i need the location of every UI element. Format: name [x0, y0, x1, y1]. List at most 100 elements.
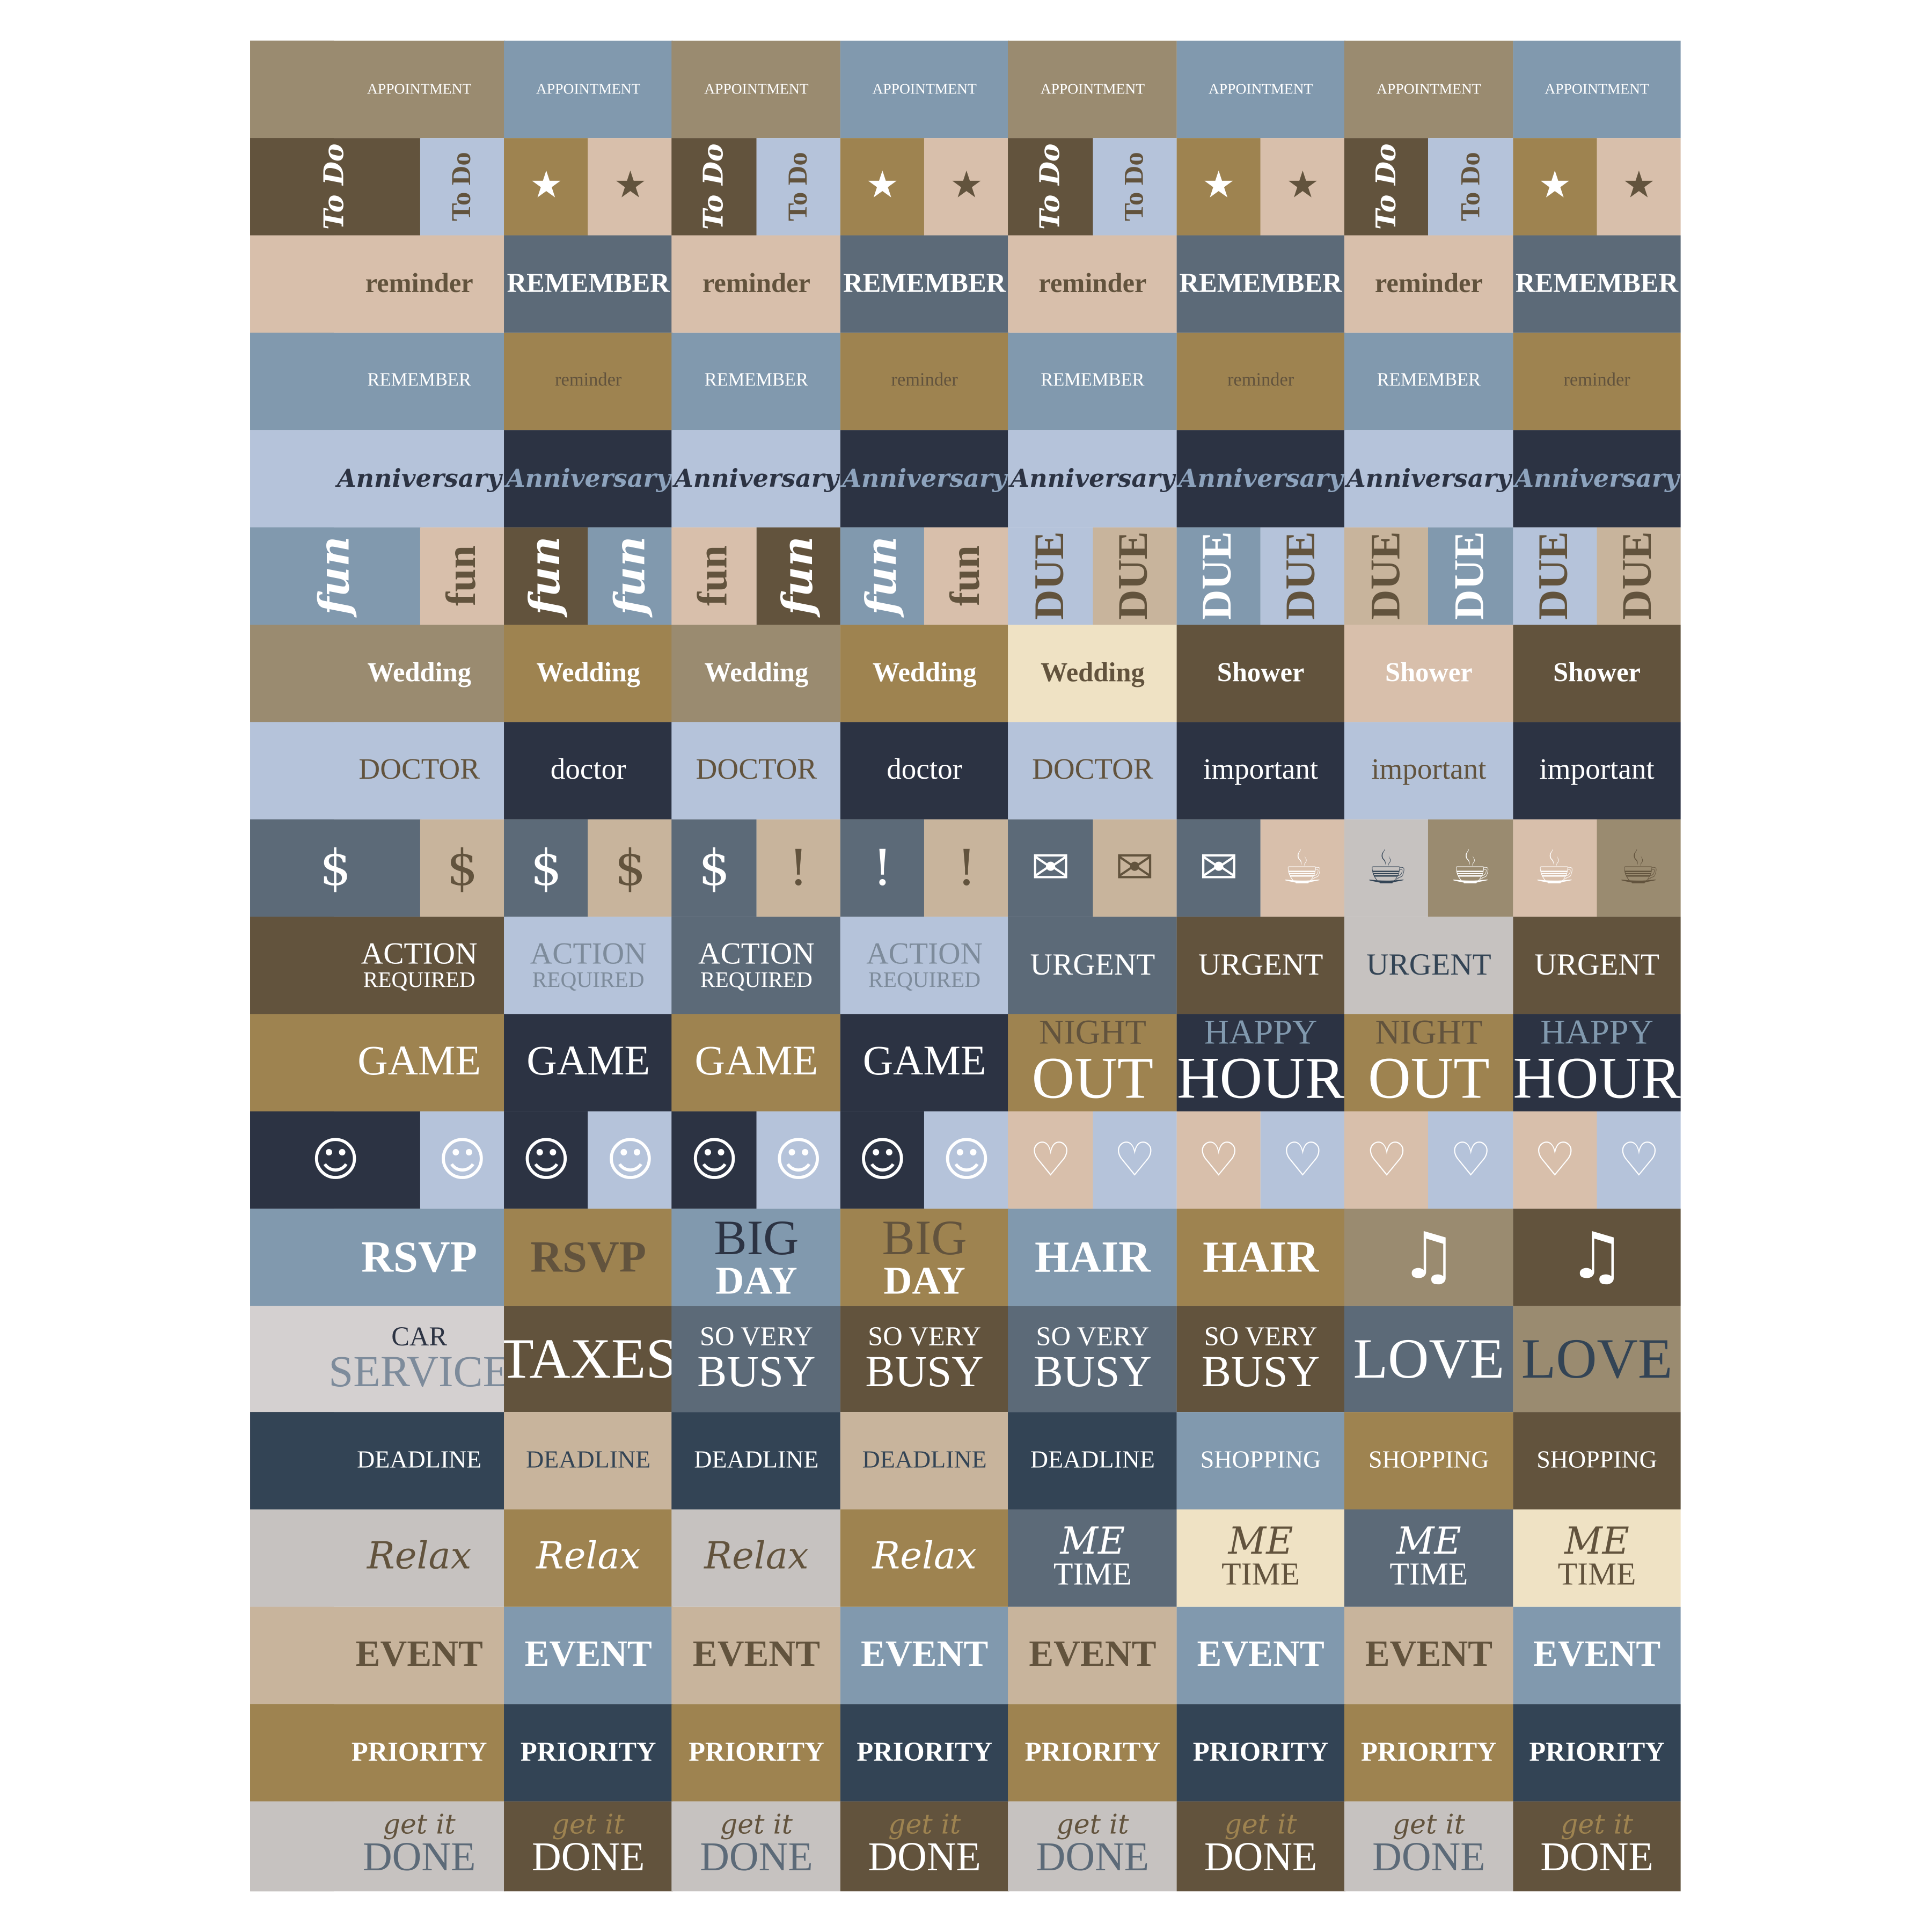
- sticker[interactable]: RSVP: [250, 1209, 505, 1306]
- sticker[interactable]: ♡: [1428, 1111, 1513, 1209]
- sticker[interactable]: Wedding: [1008, 625, 1177, 722]
- sticker[interactable]: EVENT: [1512, 1606, 1681, 1704]
- sticker[interactable]: To Do: [1344, 138, 1429, 236]
- sticker[interactable]: DOCTOR: [672, 722, 841, 819]
- sticker[interactable]: To Do: [756, 138, 841, 236]
- sticker[interactable]: EVENT: [250, 1606, 505, 1704]
- sticker[interactable]: ♫: [1344, 1209, 1513, 1306]
- sticker[interactable]: EVENT: [504, 1606, 673, 1704]
- sticker[interactable]: GAME: [504, 1014, 673, 1111]
- sticker[interactable]: DUE: [1176, 527, 1261, 625]
- sticker[interactable]: reminder: [250, 235, 505, 333]
- sticker[interactable]: TAXES: [504, 1306, 673, 1413]
- sticker[interactable]: APPOINTMENT: [504, 40, 673, 138]
- sticker[interactable]: important: [1344, 722, 1513, 819]
- sticker[interactable]: ME TIME: [1176, 1509, 1345, 1607]
- sticker[interactable]: SO VERY BUSY: [840, 1306, 1009, 1413]
- sticker[interactable]: REMEMBER: [250, 332, 505, 430]
- sticker[interactable]: ★: [1512, 138, 1598, 236]
- sticker[interactable]: fun: [756, 527, 841, 625]
- sticker[interactable]: ♡: [1176, 1111, 1261, 1209]
- sticker[interactable]: !: [924, 819, 1009, 917]
- sticker[interactable]: PRIORITY: [1008, 1704, 1177, 1802]
- sticker[interactable]: BIG DAY: [840, 1209, 1009, 1306]
- sticker[interactable]: DUE: [1344, 527, 1429, 625]
- sticker[interactable]: REMEMBER: [1512, 235, 1681, 333]
- sticker[interactable]: reminder: [1008, 235, 1177, 333]
- sticker[interactable]: DEADLINE: [250, 1412, 505, 1510]
- sticker[interactable]: Shower: [1176, 625, 1345, 722]
- sticker[interactable]: ☕: [1344, 819, 1429, 917]
- sticker[interactable]: ★: [1176, 138, 1261, 236]
- sticker[interactable]: ACTION REQUIRED: [672, 917, 841, 1014]
- sticker[interactable]: REMEMBER: [1008, 332, 1177, 430]
- sticker[interactable]: REMEMBER: [1344, 332, 1513, 430]
- sticker[interactable]: DUE: [1008, 527, 1093, 625]
- sticker[interactable]: Shower: [1344, 625, 1513, 722]
- sticker[interactable]: Wedding: [250, 625, 505, 722]
- sticker[interactable]: ☺: [672, 1111, 757, 1209]
- sticker[interactable]: To Do: [672, 138, 757, 236]
- sticker[interactable]: doctor: [504, 722, 673, 819]
- sticker[interactable]: LOVE: [1512, 1306, 1681, 1413]
- sticker[interactable]: get it DONE: [1344, 1801, 1513, 1892]
- sticker[interactable]: get it DONE: [840, 1801, 1009, 1892]
- sticker[interactable]: Relax: [504, 1509, 673, 1607]
- sticker[interactable]: NIGHT OUT: [1008, 1014, 1177, 1111]
- sticker[interactable]: Relax: [840, 1509, 1009, 1607]
- sticker[interactable]: DUE: [1092, 527, 1177, 625]
- sticker[interactable]: ★: [504, 138, 589, 236]
- sticker[interactable]: LOVE: [1344, 1306, 1513, 1413]
- sticker[interactable]: CAR SERVICE: [250, 1306, 505, 1413]
- sticker[interactable]: important: [1512, 722, 1681, 819]
- sticker[interactable]: get it DONE: [1512, 1801, 1681, 1892]
- sticker[interactable]: APPOINTMENT: [672, 40, 841, 138]
- sticker[interactable]: Wedding: [672, 625, 841, 722]
- sticker[interactable]: REMEMBER: [672, 332, 841, 430]
- sticker[interactable]: fun: [250, 527, 421, 625]
- sticker[interactable]: DEADLINE: [840, 1412, 1009, 1510]
- sticker[interactable]: Anniversary: [840, 430, 1009, 528]
- sticker[interactable]: DEADLINE: [672, 1412, 841, 1510]
- sticker[interactable]: ☕: [1512, 819, 1598, 917]
- sticker[interactable]: ☺: [756, 1111, 841, 1209]
- sticker[interactable]: Anniversary: [250, 430, 505, 528]
- sticker[interactable]: Shower: [1512, 625, 1681, 722]
- sticker[interactable]: Anniversary: [1176, 430, 1345, 528]
- sticker[interactable]: PRIORITY: [1344, 1704, 1513, 1802]
- sticker[interactable]: ♡: [1092, 1111, 1177, 1209]
- sticker[interactable]: SO VERY BUSY: [672, 1306, 841, 1413]
- sticker[interactable]: reminder: [672, 235, 841, 333]
- sticker[interactable]: DEADLINE: [1008, 1412, 1177, 1510]
- sticker[interactable]: DUE: [1428, 527, 1513, 625]
- sticker[interactable]: ★: [924, 138, 1009, 236]
- sticker[interactable]: URGENT: [1344, 917, 1513, 1014]
- sticker[interactable]: fun: [420, 527, 505, 625]
- sticker[interactable]: $: [504, 819, 589, 917]
- sticker[interactable]: DUE: [1597, 527, 1681, 625]
- sticker[interactable]: ☺: [588, 1111, 673, 1209]
- sticker[interactable]: ★: [588, 138, 673, 236]
- sticker[interactable]: DOCTOR: [1008, 722, 1177, 819]
- sticker[interactable]: get it DONE: [1008, 1801, 1177, 1892]
- sticker[interactable]: $: [420, 819, 505, 917]
- sticker[interactable]: DUE: [1260, 527, 1345, 625]
- sticker[interactable]: GAME: [250, 1014, 505, 1111]
- sticker[interactable]: ☺: [250, 1111, 421, 1209]
- sticker[interactable]: To Do: [250, 138, 421, 236]
- sticker[interactable]: fun: [504, 527, 589, 625]
- sticker[interactable]: SO VERY BUSY: [1176, 1306, 1345, 1413]
- sticker[interactable]: fun: [672, 527, 757, 625]
- sticker[interactable]: ACTION REQUIRED: [250, 917, 505, 1014]
- sticker[interactable]: get it DONE: [1176, 1801, 1345, 1892]
- sticker[interactable]: REMEMBER: [504, 235, 673, 333]
- sticker[interactable]: ☕: [1260, 819, 1345, 917]
- sticker[interactable]: $: [588, 819, 673, 917]
- sticker[interactable]: Wedding: [504, 625, 673, 722]
- sticker[interactable]: To Do: [1428, 138, 1513, 236]
- sticker[interactable]: EVENT: [840, 1606, 1009, 1704]
- sticker[interactable]: ☺: [924, 1111, 1009, 1209]
- sticker[interactable]: APPOINTMENT: [1176, 40, 1345, 138]
- sticker[interactable]: ACTION REQUIRED: [840, 917, 1009, 1014]
- sticker[interactable]: ME TIME: [1008, 1509, 1177, 1607]
